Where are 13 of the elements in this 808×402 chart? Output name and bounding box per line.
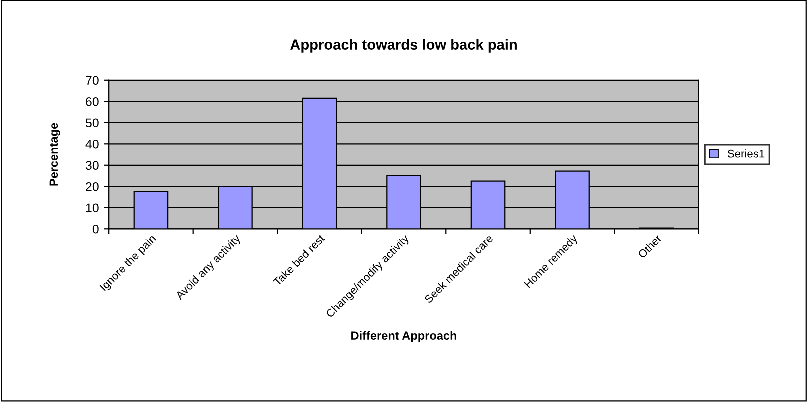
y-tick-label: 40 xyxy=(86,140,99,149)
x-tick-label: Take bed rest xyxy=(272,234,326,287)
y-tick-label: 20 xyxy=(86,182,99,192)
y-tick-label: 10 xyxy=(86,204,99,213)
y-tick-label: 60 xyxy=(86,97,99,106)
y-tick-label: 30 xyxy=(86,161,99,170)
legend-label: Series1 xyxy=(728,150,765,158)
y-tick-label: 70 xyxy=(86,76,99,86)
y-tick-label: 0 xyxy=(92,224,99,234)
y-tick-label: 50 xyxy=(86,118,99,128)
x-axis-title: Different Approach xyxy=(352,331,457,342)
y-axis-title: Percentage xyxy=(50,123,60,186)
chart-title: Approach towards low back pain xyxy=(290,39,517,53)
